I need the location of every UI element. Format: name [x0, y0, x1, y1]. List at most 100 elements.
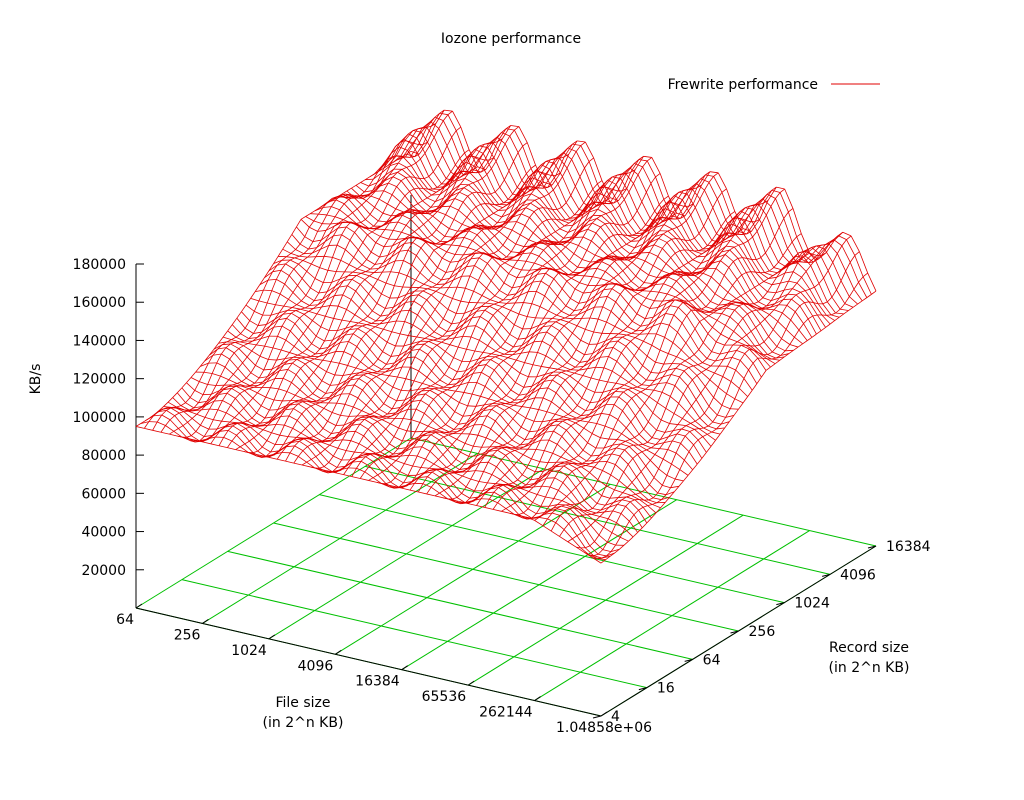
mesh-line [383, 238, 389, 247]
mesh-line [659, 442, 665, 449]
mesh-line [355, 367, 365, 371]
mesh-line [582, 301, 588, 310]
mesh-line [622, 403, 628, 411]
mesh-line [751, 383, 758, 391]
mesh-line [285, 452, 291, 462]
mesh-line [484, 305, 490, 311]
mesh-line [523, 376, 529, 388]
mesh-line [632, 458, 642, 472]
mesh-line [344, 264, 350, 273]
mesh-line [498, 360, 504, 365]
mesh-line [724, 338, 730, 346]
mesh-line [295, 394, 304, 400]
mesh-line [543, 462, 549, 472]
mesh-line [555, 385, 562, 393]
mesh-line [308, 372, 314, 379]
mesh-line [721, 188, 727, 193]
mesh-line [595, 366, 604, 369]
mesh-line [433, 128, 440, 138]
mesh-line [717, 376, 724, 388]
mesh-line [615, 443, 622, 449]
mesh-line [475, 470, 484, 472]
mesh-line [625, 171, 631, 175]
mesh-line [529, 262, 535, 271]
mesh-line [525, 252, 531, 262]
mesh-line [600, 559, 606, 564]
mesh-line [619, 199, 625, 206]
mesh-line [421, 299, 428, 307]
mesh-line [666, 474, 676, 480]
mesh-line [705, 301, 711, 308]
mesh-line [565, 242, 571, 248]
mesh-line [461, 422, 471, 429]
mesh-line [528, 272, 534, 281]
mesh-line [357, 397, 367, 406]
mesh-line [571, 349, 577, 358]
mesh-line [585, 408, 594, 412]
mesh-line [473, 280, 479, 292]
mesh-line [825, 323, 831, 328]
mesh-line [562, 340, 569, 348]
mesh-line [595, 437, 601, 449]
mesh-line [493, 487, 499, 493]
mesh-line [644, 489, 654, 499]
mesh-line [588, 495, 598, 504]
mesh-line [465, 365, 475, 372]
mesh-line [554, 407, 561, 415]
mesh-line [621, 283, 627, 286]
mesh-line [639, 499, 648, 506]
mesh-line [275, 304, 284, 307]
mesh-line [290, 394, 296, 401]
mesh-line [422, 197, 428, 202]
mesh-line [325, 391, 334, 394]
mesh-line [634, 433, 640, 438]
mesh-line [630, 275, 637, 282]
mesh-line [666, 374, 672, 383]
mesh-line [610, 474, 620, 482]
mesh-line [267, 370, 276, 377]
mesh-line [605, 555, 611, 561]
mesh-line [392, 221, 399, 231]
mesh-line [710, 268, 717, 278]
mesh-line [299, 383, 305, 390]
mesh-line [327, 351, 336, 355]
mesh-line [268, 456, 278, 460]
mesh-line [386, 464, 392, 469]
mesh-line [597, 470, 603, 480]
mesh-line [273, 325, 283, 328]
mesh-line [389, 362, 399, 369]
mesh-line [666, 238, 672, 243]
mesh-line [336, 393, 342, 404]
mesh-line [540, 432, 546, 441]
mesh-line [380, 451, 389, 457]
mesh-line [287, 369, 297, 375]
mesh-line [580, 141, 586, 146]
mesh-line [614, 489, 623, 493]
mesh-line [594, 541, 604, 550]
mesh-line [316, 239, 322, 248]
mesh-line [413, 142, 419, 146]
mesh-line [207, 373, 213, 385]
mesh-line [647, 326, 653, 334]
mesh-line [712, 320, 718, 328]
mesh-line [566, 277, 572, 282]
mesh-line [271, 364, 281, 370]
mesh-line [525, 339, 531, 347]
mesh-line [352, 328, 358, 334]
mesh-line [556, 374, 566, 381]
mesh-line [846, 235, 852, 240]
mesh-line [657, 402, 666, 409]
mesh-line [726, 381, 732, 394]
mesh-line [424, 405, 430, 414]
mesh-line [313, 306, 322, 309]
mesh-line [333, 318, 343, 321]
mesh-line [393, 436, 403, 442]
mesh-line [231, 339, 240, 343]
mesh-line [568, 395, 578, 406]
mesh-line [396, 320, 405, 322]
mesh-line [442, 331, 448, 337]
mesh-line [446, 136, 453, 147]
mesh-line [187, 422, 197, 432]
mesh-line [550, 530, 560, 537]
mesh-line [340, 463, 350, 471]
